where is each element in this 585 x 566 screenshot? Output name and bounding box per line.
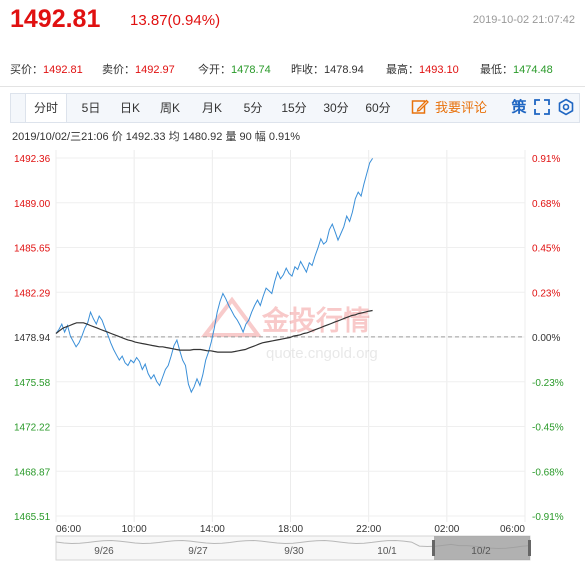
percent-tick-label: -0.91% [532,512,564,523]
time-tick-label: 02:00 [434,524,459,535]
settings-icon[interactable] [557,98,577,118]
price-tick-label: 1468.87 [14,467,51,478]
price-tick-label: 1465.51 [14,512,51,523]
price-line [55,158,374,394]
quote-label: 最低： [480,64,513,76]
time-tick-label: 06:00 [500,524,525,535]
quote-open: 今开：1478.74 [198,61,271,77]
time-tick-label: 22:00 [356,524,381,535]
quote-label: 昨收： [291,64,324,76]
time-tick-label: 10:00 [122,524,147,535]
strategy-icon[interactable]: 策 [511,99,527,116]
price-tick-label: 1482.29 [14,288,51,299]
quote-value: 1492.97 [135,64,175,76]
percent-tick-label: 0.23% [532,288,560,299]
comment-label: 我要评论 [435,100,488,115]
percent-tick-label: -0.45% [532,423,564,434]
navigator-date-label: 9/27 [188,546,208,557]
quote-low: 最低：1474.48 [480,61,553,77]
quote-prev-close: 昨收：1478.94 [291,61,364,77]
watermark-logo-icon [200,296,262,337]
quote-value: 1478.74 [231,64,271,76]
navigator-date-label: 9/30 [284,546,304,557]
tab-daily-k[interactable]: 日K [119,101,140,115]
edit-icon [411,99,429,114]
tab-60min[interactable]: 60分 [365,101,391,115]
average-line [55,309,373,353]
percent-tick-label: 0.91% [532,154,560,165]
price-change: 13.87(0.94%) [130,12,221,29]
quote-datetime: 2019-10-02 21:07:42 [472,14,575,26]
tab-intraday[interactable]: 分时 [25,94,67,122]
tab-weekly-k[interactable]: 周K [159,101,180,115]
price-tick-label: 1478.94 [14,333,51,344]
percent-axis-labels: 0.91% 0.68% 0.45% 0.23% 0.00% -0.23% -0.45% -0.… [532,154,564,523]
watermark: 金投行情 quote.cngold.org [200,296,378,362]
tab-5day[interactable]: 5日 [81,101,101,115]
comment-button[interactable]: 我要评论 [411,94,487,122]
watermark-url: quote.cngold.org [266,345,378,362]
price-tick-label: 1485.65 [14,244,51,255]
price-tick-label: 1472.22 [14,423,51,434]
percent-tick-label: -0.23% [532,378,564,389]
quote-value: 1493.10 [419,64,459,76]
quote-label: 买价： [10,64,43,76]
navigator-date-label: 10/1 [377,546,397,557]
quote-row: 买价：1492.81 卖价：1492.97 今开：1478.74 昨收：1478… [0,56,585,80]
percent-tick-label: -0.68% [532,467,564,478]
navigator-left-handle[interactable] [432,540,435,556]
header: 1492.81 13.87(0.94%) 2019-10-02 21:07:42 [0,0,585,50]
quote-ask: 卖价：1492.97 [102,61,175,77]
crosshair-info: 2019/10/02/三21:06 价 1492.33 均 1480.92 量 … [12,131,301,143]
percent-tick-label: 0.45% [532,244,560,255]
watermark-brand: 金投行情 [261,305,370,336]
price-tick-label: 1475.58 [14,378,51,389]
quote-value: 1492.81 [43,64,83,76]
navigator-date-label: 9/26 [94,546,114,557]
quote-high: 最高：1493.10 [386,61,459,77]
quote-value: 1474.48 [513,64,553,76]
quote-label: 今开： [198,64,231,76]
date-navigator: 9/26 9/27 9/30 10/1 10/2 [55,535,531,561]
fullscreen-icon[interactable] [533,98,553,118]
chart-toolbar: 分时 5日 日K 周K 月K 5分 15分 30分 60分 我要评论 策 [10,93,580,123]
tab-5min[interactable]: 5分 [243,101,263,115]
navigator-window[interactable] [434,536,530,560]
header-divider [0,86,585,87]
percent-tick-label: 0.00% [532,333,560,344]
tab-15min[interactable]: 15分 [281,101,307,115]
percent-tick-label: 0.68% [532,199,560,210]
price-tick-label: 1489.00 [14,199,51,210]
last-price: 1492.81 [10,5,101,33]
quote-value: 1478.94 [324,64,364,76]
time-tick-label: 06:00 [56,524,81,535]
time-tick-label: 14:00 [200,524,225,535]
quote-label: 卖价： [102,64,135,76]
quote-bid: 买价：1492.81 [10,61,83,77]
quote-label: 最高： [386,64,419,76]
price-tick-label: 1492.36 [14,154,51,165]
navigator-right-handle[interactable] [528,540,531,556]
time-axis-labels: 06:00 10:00 14:00 18:00 22:00 02:00 06:00 [56,524,525,535]
tab-30min[interactable]: 30分 [323,101,349,115]
tab-monthly-k[interactable]: 月K [201,101,222,115]
navigator-date-label: 10/2 [471,546,491,557]
time-tick-label: 18:00 [278,524,303,535]
chart-grid [55,150,526,522]
price-axis-labels: 1492.36 1489.00 1485.65 1482.29 1478.94 1475.… [14,154,51,523]
